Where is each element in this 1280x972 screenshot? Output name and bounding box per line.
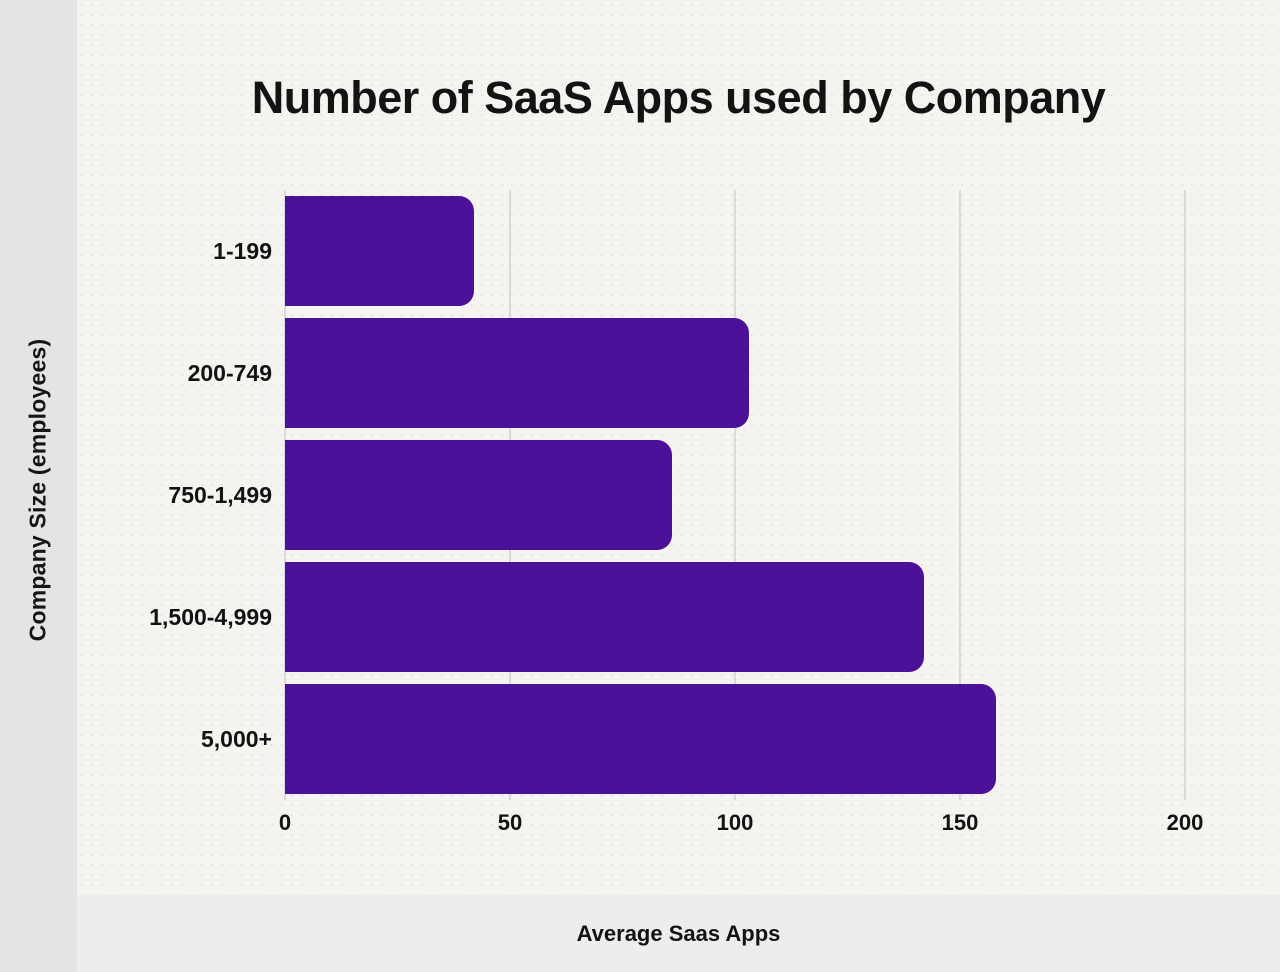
x-tick-label-50: 50 bbox=[497, 810, 523, 835]
x-tick-label-200: 200 bbox=[1166, 810, 1204, 835]
bar-row: 5,000+ bbox=[201, 678, 1210, 800]
bar-row: 750-1,499 bbox=[168, 434, 1210, 556]
x-tick-label-0: 0 bbox=[278, 810, 292, 835]
bar-row: 200-749 bbox=[188, 312, 1210, 434]
category-label: 1-199 bbox=[213, 238, 272, 264]
bar-row: 1-199 bbox=[213, 190, 1210, 312]
plot-area: 1-199 200-749 750-1,499 1,500-4,999 5,000+ 0 5… bbox=[149, 190, 1210, 835]
bar-5,000+ bbox=[285, 684, 996, 794]
x-axis-title: Average Saas Apps bbox=[576, 921, 781, 946]
bar-1,500-4,999 bbox=[285, 562, 924, 672]
bar-750-1,499 bbox=[285, 440, 672, 550]
chart-canvas: Number of SaaS Apps used by Company 1-19… bbox=[77, 0, 1280, 895]
category-label: 750-1,499 bbox=[168, 482, 272, 508]
chart-title: Number of SaaS Apps used by Company bbox=[251, 72, 1106, 123]
x-tick-label-100: 100 bbox=[716, 810, 754, 835]
bar-row: 1,500-4,999 bbox=[149, 556, 1210, 678]
gridline-x-100 bbox=[734, 190, 736, 800]
bottom-band: Average Saas Apps bbox=[77, 895, 1280, 972]
bar-200-749 bbox=[285, 318, 749, 428]
gridline-x-200 bbox=[1184, 190, 1186, 800]
gridline-x-150 bbox=[959, 190, 961, 800]
bar-1-199 bbox=[285, 196, 474, 306]
x-tick-label-150: 150 bbox=[941, 810, 979, 835]
category-label: 200-749 bbox=[187, 360, 272, 386]
left-gutter-band: Company Size (employees) bbox=[0, 0, 77, 972]
category-label: 1,500-4,999 bbox=[149, 604, 272, 630]
category-label: 5,000+ bbox=[201, 726, 272, 752]
y-axis-title: Company Size (employees) bbox=[24, 338, 51, 642]
